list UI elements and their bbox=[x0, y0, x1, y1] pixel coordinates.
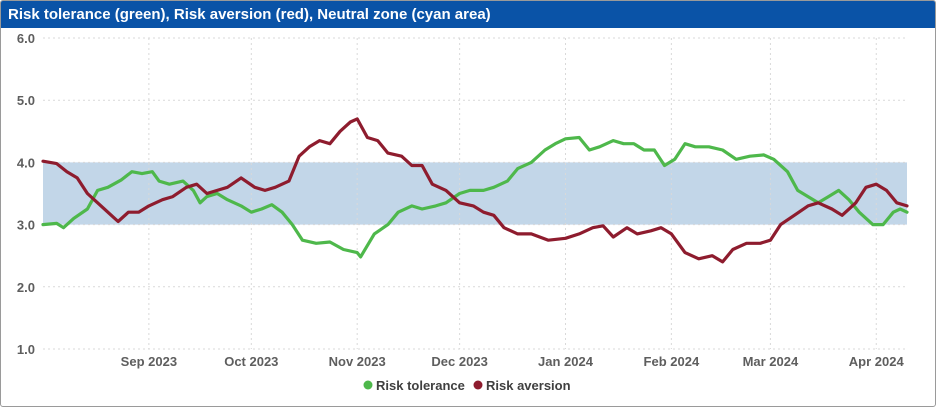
legend-label: Risk tolerance bbox=[376, 378, 465, 393]
x-tick-label: Feb 2024 bbox=[644, 354, 700, 369]
x-tick-label: Nov 2023 bbox=[329, 354, 386, 369]
legend: Risk tolerance Risk aversion bbox=[363, 378, 571, 393]
x-tick-label: Oct 2023 bbox=[224, 354, 278, 369]
y-tick-label: 3.0 bbox=[17, 218, 35, 233]
y-tick-label: 4.0 bbox=[17, 155, 35, 170]
series-line-risk-tolerance bbox=[41, 135, 909, 259]
x-tick-label: Jan 2024 bbox=[538, 354, 594, 369]
x-tick-label: Dec 2023 bbox=[431, 354, 487, 369]
y-tick-label: 6.0 bbox=[17, 31, 35, 46]
chart-title: Risk tolerance (green), Risk aversion (r… bbox=[1, 1, 935, 28]
legend-label: Risk aversion bbox=[486, 378, 571, 393]
y-tick-label: 2.0 bbox=[17, 280, 35, 295]
axis-labels: 1.0 2.0 3.0 4.0 5.0 6.0 Sep 2023 Oct 2023 Nov 20… bbox=[17, 31, 905, 369]
y-tick-label: 5.0 bbox=[17, 93, 35, 108]
x-tick-label: Sep 2023 bbox=[121, 354, 177, 369]
series-layer bbox=[41, 117, 909, 264]
neutral-zone-layer bbox=[43, 162, 907, 225]
legend-marker bbox=[363, 380, 373, 390]
legend-marker bbox=[473, 380, 483, 390]
x-tick-label: Apr 2024 bbox=[849, 354, 905, 369]
neutral-zone-band bbox=[43, 162, 907, 225]
y-tick-label: 1.0 bbox=[17, 342, 35, 357]
x-tick-label: Mar 2024 bbox=[743, 354, 799, 369]
series-line-risk-aversion bbox=[41, 117, 909, 264]
